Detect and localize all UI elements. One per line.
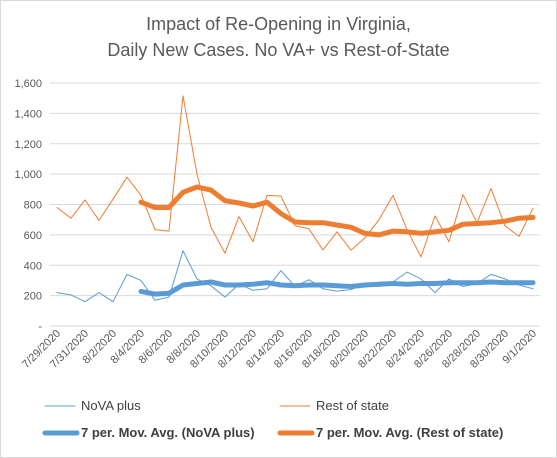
- y-tick-label: 1,000: [14, 169, 42, 181]
- series-line-1: [56, 95, 534, 258]
- y-tick-label: 400: [24, 260, 42, 272]
- chart-subtitle: Daily New Cases. No VA+ vs Rest-of-State: [107, 40, 450, 60]
- y-tick-label: 1,600: [14, 78, 42, 90]
- y-tick-label: 600: [24, 230, 42, 242]
- y-tick-label: 1,200: [14, 139, 42, 151]
- legend-label: NoVA plus: [81, 398, 141, 413]
- legend-label: 7 per. Mov. Avg. (NoVA plus): [81, 425, 255, 440]
- y-tick-label: 200: [24, 291, 42, 303]
- series-line-0: [56, 250, 534, 303]
- legend-label: Rest of state: [316, 398, 389, 413]
- y-tick-label: -: [38, 321, 42, 333]
- series-line-3: [138, 184, 536, 238]
- y-tick-label: 800: [24, 200, 42, 212]
- legend-label: 7 per. Mov. Avg. (Rest of state): [316, 425, 503, 440]
- series-line-2: [138, 279, 536, 297]
- y-tick-label: 1,400: [14, 108, 42, 120]
- chart-title: Impact of Re-Opening in Virginia,: [146, 14, 411, 34]
